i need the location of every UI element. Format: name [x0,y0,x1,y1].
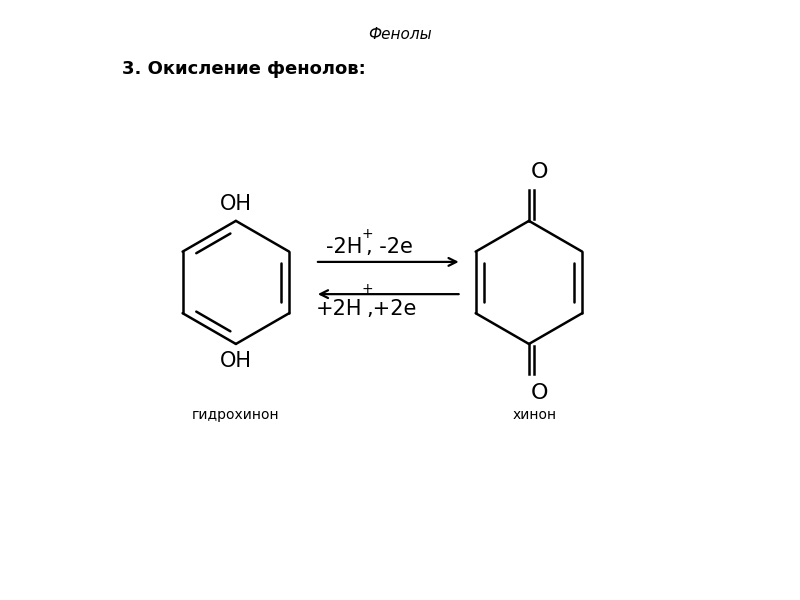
Text: , -2е: , -2е [366,237,413,257]
Text: +: + [362,227,374,241]
Text: -2H: -2H [326,237,362,257]
Text: +: + [362,282,374,296]
Text: Фенолы: Фенолы [368,28,432,43]
Text: OH: OH [220,194,252,214]
Text: +2H: +2H [315,299,362,319]
Text: OH: OH [220,351,252,371]
Text: ,+2е: ,+2е [366,299,416,319]
Text: O: O [530,161,548,182]
Text: хинон: хинон [513,409,557,422]
Text: 3. Окисление фенолов:: 3. Окисление фенолов: [122,59,366,77]
Text: O: O [530,383,548,403]
Text: гидрохинон: гидрохинон [192,409,280,422]
